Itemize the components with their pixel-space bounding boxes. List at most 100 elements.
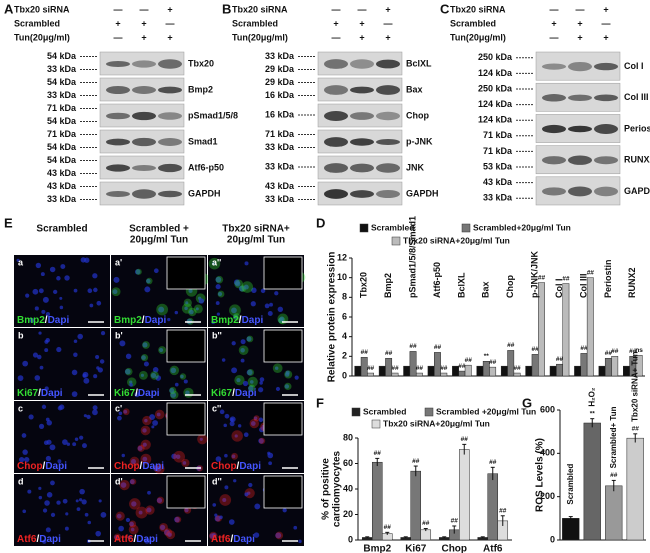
blot-band (324, 189, 348, 199)
nucleus (175, 454, 181, 459)
marker-label: 54 kDa (47, 155, 77, 165)
stain-label-part: Atf6 (211, 534, 231, 545)
marker-label: 54 kDa (47, 51, 77, 61)
nucleus (38, 331, 42, 335)
marker-label: 71 kDa (265, 129, 295, 139)
nucleus (248, 482, 253, 488)
nucleus (174, 382, 179, 387)
significance: ## (532, 346, 540, 353)
nucleus (184, 508, 189, 513)
stain (169, 365, 180, 376)
nucleus (215, 456, 222, 462)
significance: ## (465, 357, 473, 364)
nucleus (62, 498, 68, 504)
blot-band (350, 86, 374, 94)
stain-label: Atf6/Dapi (211, 534, 255, 545)
nucleus (167, 317, 171, 322)
category-label: Col I (554, 279, 564, 299)
stain (193, 304, 203, 314)
stain (247, 369, 255, 376)
nucleus (267, 311, 273, 316)
stain (284, 382, 292, 391)
nucleus (66, 442, 71, 446)
stain (241, 281, 254, 293)
condition-sign: + (141, 32, 146, 42)
significance: ## (440, 365, 448, 372)
stain (129, 456, 140, 467)
condition-sign: — (550, 32, 559, 42)
stain-label-part: Chop (17, 461, 43, 472)
protein-label: Col I (624, 61, 644, 71)
nucleus (56, 276, 61, 281)
y-tick-label: 80 (343, 432, 353, 442)
nucleus (87, 520, 92, 525)
marker-label: 33 kDa (47, 90, 77, 100)
nucleus (169, 388, 175, 393)
stain-label-part: Ki67 (114, 388, 136, 399)
stain (140, 439, 151, 450)
nucleus (152, 420, 158, 426)
blot-band (542, 63, 566, 70)
y-tick-label: 40 (343, 483, 353, 493)
nucleus (72, 442, 77, 447)
y-tick-label: 12 (337, 252, 347, 262)
bar (415, 372, 423, 377)
bar (507, 350, 515, 377)
category-label: Scrambled (566, 464, 575, 505)
stain (142, 341, 150, 349)
blot-band (106, 190, 130, 198)
column-header: Tbx20 siRNA+ (222, 224, 290, 235)
significance: ## (587, 269, 595, 276)
nucleus (27, 489, 32, 494)
marker-label: 124 kDa (478, 115, 513, 125)
nucleus (224, 413, 230, 419)
nucleus (233, 479, 237, 483)
stain (135, 506, 148, 519)
nucleus (35, 262, 42, 269)
stain-label-part: Chop (211, 461, 237, 472)
nucleus (253, 416, 258, 421)
blot-band (542, 94, 566, 102)
stain (258, 437, 266, 445)
stain-label-part: Atf6 (114, 534, 134, 545)
bar (403, 365, 411, 377)
y-tick-label: 600 (540, 404, 555, 414)
condition-name: Tbx20 siRNA (450, 4, 506, 14)
stain (142, 415, 152, 426)
blot-band (324, 163, 348, 173)
condition-name: Scrambled (450, 18, 496, 28)
stain (253, 415, 260, 422)
nucleus (57, 405, 63, 411)
protein-label: GAPDH (624, 186, 650, 196)
protein-label: Chop (406, 110, 429, 120)
blot-band (594, 94, 618, 102)
legend-label: Tbx20 siRNA+20μg/ml Tun (403, 235, 510, 245)
significance: ## (489, 359, 497, 366)
stain (272, 363, 283, 374)
panel-sublabel: a' (115, 257, 122, 267)
blot-band (594, 156, 618, 165)
blot-band (106, 164, 130, 172)
nucleus (73, 288, 78, 293)
blot-band (568, 155, 592, 165)
nucleus (144, 418, 148, 423)
nucleus (44, 500, 50, 506)
marker-label: 54 kDa (47, 142, 77, 152)
stain-label-part: / (43, 461, 46, 472)
y-tick-label: 6 (342, 311, 347, 321)
nucleus (50, 512, 56, 517)
nucleus (258, 387, 264, 393)
stain (188, 307, 197, 317)
stain-label: Chop/Dapi (17, 461, 67, 472)
bar (583, 422, 601, 541)
nucleus (42, 539, 47, 544)
stain (209, 531, 218, 541)
nucleus (127, 535, 132, 540)
nucleus (83, 377, 90, 384)
nucleus (214, 515, 221, 522)
category-label: Bmp2 (363, 544, 391, 553)
panel-sublabel: b' (115, 330, 123, 340)
stain-label-part: Dapi (239, 461, 261, 472)
significance: ## (409, 343, 417, 350)
condition-name: Tun(20μg/ml) (14, 32, 70, 42)
